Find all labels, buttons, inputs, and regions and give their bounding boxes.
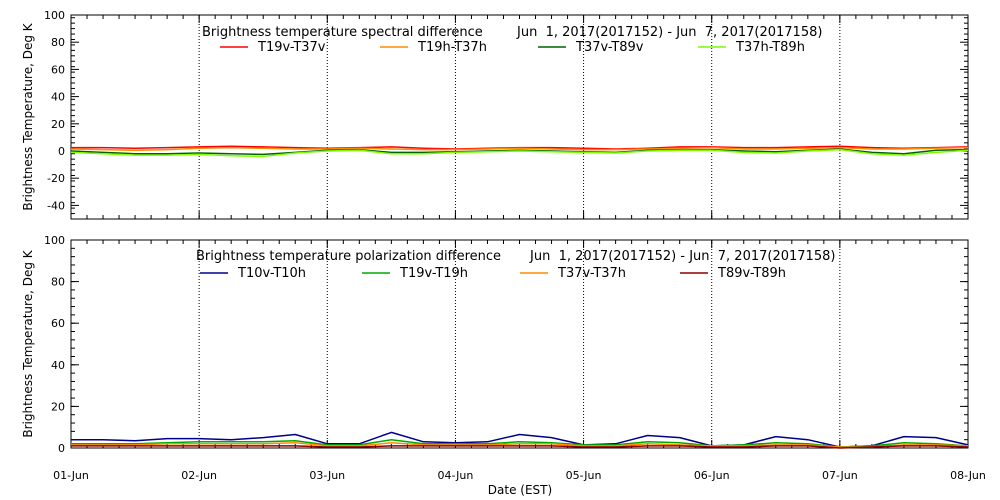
- top-y-tick-label: 40: [51, 91, 65, 104]
- top-plot-date-range: Jun 1, 2017(2017152) - Jun 7, 2017(20171…: [516, 25, 822, 40]
- top-legend-label-2: T19h-T37h: [417, 40, 487, 55]
- bottom-plot-marks: 0 20 40 60 80 100 T10v-T10h T19v-T19h T37v-T37h T…: [44, 234, 986, 482]
- bottom-y-tick-label: 80: [51, 276, 65, 289]
- top-y-tick-label: 60: [51, 63, 65, 76]
- bottom-y-tick-label: 40: [51, 359, 65, 372]
- bottom-series-line-3: [71, 442, 969, 448]
- top-y-tick-label: 0: [58, 145, 65, 158]
- top-y-tick-label: 100: [44, 9, 65, 22]
- bottom-y-tick-label: 0: [58, 442, 65, 455]
- top-y-axis-label: Brightness Temperature, Deg K: [21, 22, 35, 210]
- bottom-y-tick-label: 100: [44, 234, 65, 247]
- bottom-y-tick-label: 20: [51, 400, 65, 413]
- top-legend-label-1: T19v-T37v: [257, 40, 326, 55]
- top-series-line-2: [70, 146, 969, 152]
- top-y-tick-label: 80: [51, 36, 65, 49]
- polarization-difference-panel: Brightness temperature polarization diff…: [21, 239, 969, 449]
- x-tick-label: 04-Jun: [438, 469, 474, 482]
- x-tick-label: 02-Jun: [181, 469, 217, 482]
- bottom-plot-frame: [70, 239, 969, 449]
- top-y-tick-label: -40: [47, 199, 65, 212]
- bottom-plot-title: Brightness temperature polarization diff…: [196, 249, 501, 264]
- x-axis-label: Date (EST): [488, 483, 552, 497]
- chart-marks: -40 -20 0 20 40 60 80 100 T19v-T37v T19h-T37h T37v…: [44, 9, 986, 482]
- top-series-line-4: [70, 148, 969, 158]
- x-tick-label: 01-Jun: [53, 469, 89, 482]
- bottom-series-line-1: [71, 431, 969, 448]
- spectral-difference-panel: Brightness temperature spectral differen…: [21, 14, 969, 220]
- x-tick-label: 08-Jun: [950, 469, 986, 482]
- top-plot-marks: -40 -20 0 20 40 60 80 100 T19v-T37v T19h-T37h T37v…: [44, 9, 969, 220]
- bottom-plot-date-range: Jun 1, 2017(2017152) - Jun 7, 2017(20171…: [529, 249, 835, 264]
- top-legend-label-3: T37v-T89v: [575, 40, 644, 55]
- x-tick-label: 07-Jun: [822, 469, 858, 482]
- x-tick-label: 03-Jun: [309, 469, 345, 482]
- top-y-tick-label: -20: [47, 172, 65, 185]
- bottom-y-axis-label: Brightness Temperature, Deg K: [21, 249, 35, 437]
- bottom-legend-label-3: T37v-T37h: [557, 266, 626, 281]
- bottom-series-line-4: [71, 445, 969, 449]
- top-legend-label-4: T37h-T89h: [735, 40, 805, 55]
- top-plot-frame: [70, 14, 969, 220]
- x-tick-label: 05-Jun: [566, 469, 602, 482]
- x-tick-label: 06-Jun: [694, 469, 730, 482]
- top-y-tick-label: 20: [51, 118, 65, 131]
- bottom-legend-label-1: T10v-T10h: [237, 266, 306, 281]
- bottom-y-tick-label: 60: [51, 317, 65, 330]
- bottom-legend-label-4: T89v-T89h: [717, 266, 786, 281]
- bottom-legend-label-2: T19v-T19h: [399, 266, 468, 281]
- top-plot-title: Brightness temperature spectral differen…: [202, 25, 483, 40]
